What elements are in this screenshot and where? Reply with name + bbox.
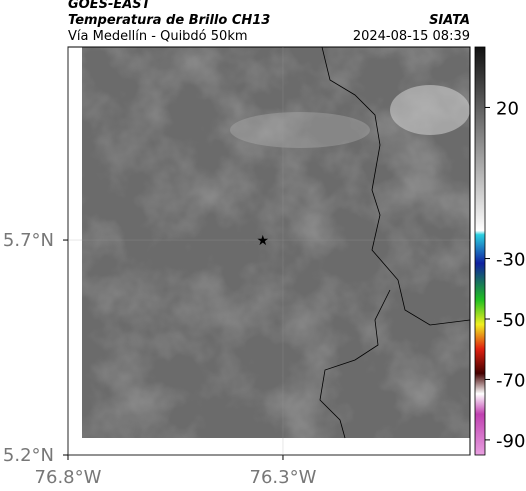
datetime: 2024-08-15 08:39 bbox=[353, 29, 470, 44]
y-tick-label: 5.2°N bbox=[3, 445, 54, 466]
colorbar-label: 20 bbox=[496, 98, 519, 119]
x-tick-label: 76.3°W bbox=[250, 467, 317, 488]
route: Vía Medellín - Quibdó 50km bbox=[68, 29, 248, 44]
colorbar-label: -90 bbox=[496, 431, 525, 452]
colorbar-label: -70 bbox=[496, 370, 525, 391]
x-tick-label: 76.8°W bbox=[35, 467, 102, 488]
colorbar bbox=[474, 46, 486, 456]
agency: SIATA bbox=[429, 13, 470, 28]
y-tick-label: 5.7°N bbox=[3, 230, 54, 251]
source: GOES-EAST bbox=[68, 0, 152, 12]
product: Temperatura de Brillo CH13 bbox=[68, 13, 270, 28]
map-imagery bbox=[68, 47, 470, 455]
colorbar-label: -30 bbox=[496, 250, 525, 271]
colorbar-label: -50 bbox=[496, 310, 525, 331]
location-marker: ★ bbox=[256, 233, 269, 249]
